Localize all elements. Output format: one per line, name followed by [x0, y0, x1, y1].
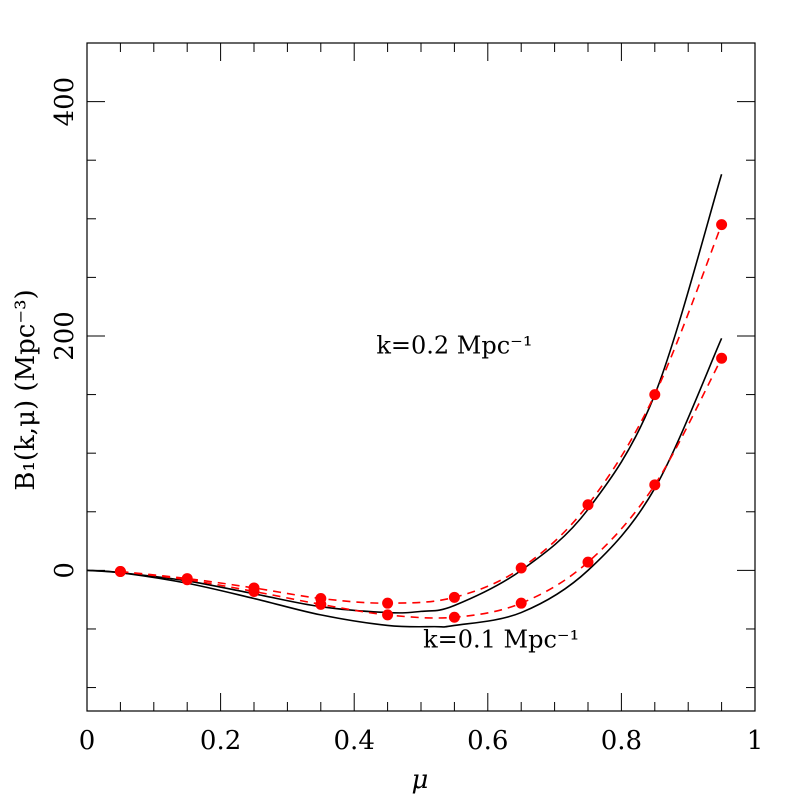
x-axis: 0 0.2 0.4 0.6 0.8 1	[79, 43, 764, 756]
data-point	[114, 566, 126, 578]
data-point	[382, 609, 394, 621]
plot-area	[86, 42, 756, 712]
data-point	[582, 499, 594, 511]
x-tick-label: 0.6	[467, 726, 508, 756]
x-axis-title: μ	[412, 765, 429, 795]
x-tick-label: 0.4	[334, 726, 375, 756]
data-point	[382, 597, 394, 609]
data-point	[448, 611, 460, 623]
annotations: k=0.2 Mpc⁻¹ k=0.1 Mpc⁻¹	[376, 332, 579, 654]
data-curve	[120, 224, 723, 604]
data-point	[582, 556, 594, 568]
data-point	[515, 597, 527, 609]
x-tick-label: 1	[747, 726, 764, 756]
x-tick-label: 0	[79, 726, 96, 756]
data-point	[716, 219, 728, 231]
data-point	[515, 562, 527, 574]
data-point	[181, 574, 193, 586]
y-tick-label: 200	[50, 311, 80, 361]
curve-annotation: k=0.1 Mpc⁻¹	[423, 626, 579, 654]
series-group	[87, 174, 728, 628]
data-point	[248, 585, 260, 597]
data-point	[448, 591, 460, 603]
x-tick-label: 0.8	[601, 726, 642, 756]
model-curve	[87, 174, 723, 614]
y-tick-label: 0	[50, 562, 80, 579]
data-point	[649, 389, 661, 401]
data-curve	[120, 357, 723, 619]
y-tick-label: 400	[50, 77, 80, 127]
y-axis: 0 200 400	[50, 42, 755, 689]
data-point	[649, 479, 661, 491]
data-point	[716, 352, 728, 364]
curve-annotation: k=0.2 Mpc⁻¹	[376, 332, 532, 360]
data-point	[315, 598, 327, 610]
model-curve	[87, 338, 723, 628]
y-axis-title: B₁(k,μ) (Mpc⁻³)	[11, 289, 41, 490]
x-tick-label: 0.2	[200, 726, 241, 756]
